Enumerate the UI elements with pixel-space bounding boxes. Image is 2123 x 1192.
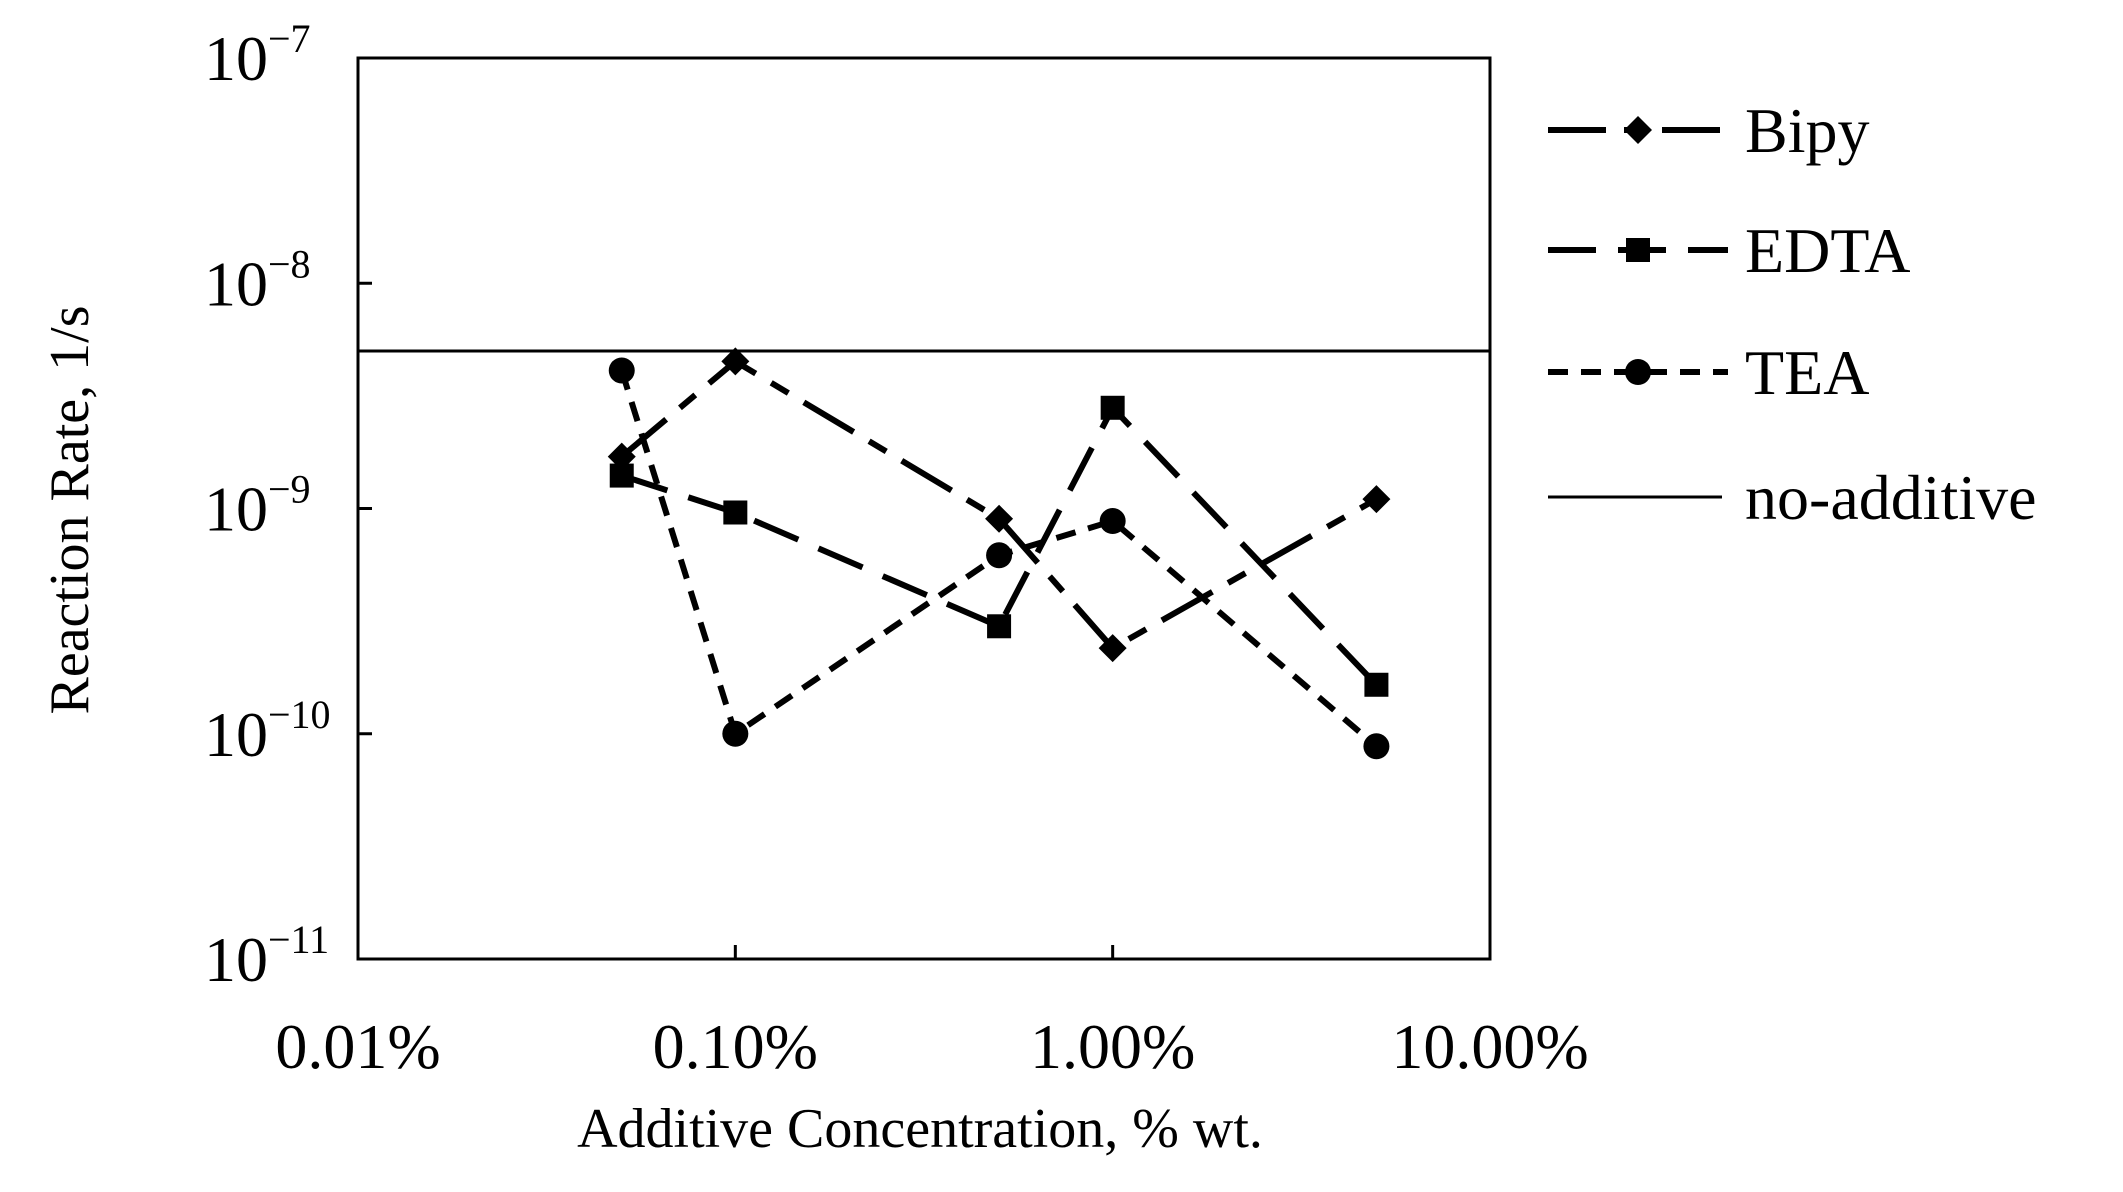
tea-point [1363,733,1390,760]
x-tick-label: 1.00% [1030,1011,1195,1082]
series-edta [609,395,1389,697]
bipy-point [985,504,1014,533]
legend-item-tea: TEA [1548,337,1869,408]
legend-marker [1626,238,1650,262]
edta-point [1100,395,1125,420]
legend-marker [1624,116,1652,144]
series-layer [358,347,1490,760]
edta-point [1364,672,1389,697]
bipy-point [1362,485,1391,514]
legend-item-edta: EDTA [1548,215,1911,286]
tea-point [722,720,749,747]
y-tick-label: 10−9 [204,467,311,545]
legend-item-bipy: Bipy [1548,95,1869,166]
edta-line [620,402,1379,687]
series-tea [608,357,1390,760]
bipy-point [721,347,750,376]
y-tick-label: 10−10 [204,692,331,770]
y-tick-label: 10−7 [204,16,311,94]
x-axis-title: Additive Concentration, % wt. [577,1098,1263,1160]
plot-frame [356,56,1492,961]
legend-label: EDTA [1745,215,1911,286]
legend-label: TEA [1745,337,1869,408]
legend-marker [1625,359,1651,385]
legend-label: no-additive [1745,462,2036,533]
y-axis-ticks: 10−7 10−8 10−9 10−10 10−11 [204,16,372,995]
x-tick-label: 0.10% [653,1011,818,1082]
edta-point [609,463,634,488]
legend-label: Bipy [1745,95,1869,166]
edta-point [723,500,748,525]
tea-point [986,542,1013,569]
legend: Bipy EDTA TEA no-additive [1548,95,2036,533]
tea-point [1099,508,1126,535]
y-axis-title: Reaction Rate, 1/s [39,305,101,714]
y-tick-label: 10−8 [204,241,311,319]
edta-point [987,614,1012,639]
plot-area [356,56,1492,961]
legend-item-no-additive: no-additive [1548,462,2036,533]
x-tick-label: 0.01% [275,1011,440,1082]
x-axis-ticks: 0.01% 0.10% 1.00% 10.00% [275,945,1589,1082]
y-tick-label: 10−11 [204,917,329,995]
bipy-point [1098,634,1127,663]
tea-point [608,357,635,384]
x-tick-label: 10.00% [1391,1011,1588,1082]
